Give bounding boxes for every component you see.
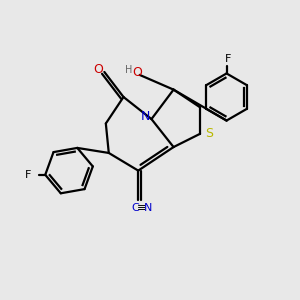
Text: N: N xyxy=(140,110,150,123)
Text: F: F xyxy=(225,54,231,64)
Text: S: S xyxy=(205,127,213,140)
Text: H: H xyxy=(125,64,132,75)
Text: F: F xyxy=(24,170,31,180)
Text: O: O xyxy=(132,66,142,79)
Text: ≡: ≡ xyxy=(137,203,146,213)
Text: C: C xyxy=(131,203,139,213)
Text: N: N xyxy=(143,203,152,213)
Text: O: O xyxy=(93,63,103,76)
